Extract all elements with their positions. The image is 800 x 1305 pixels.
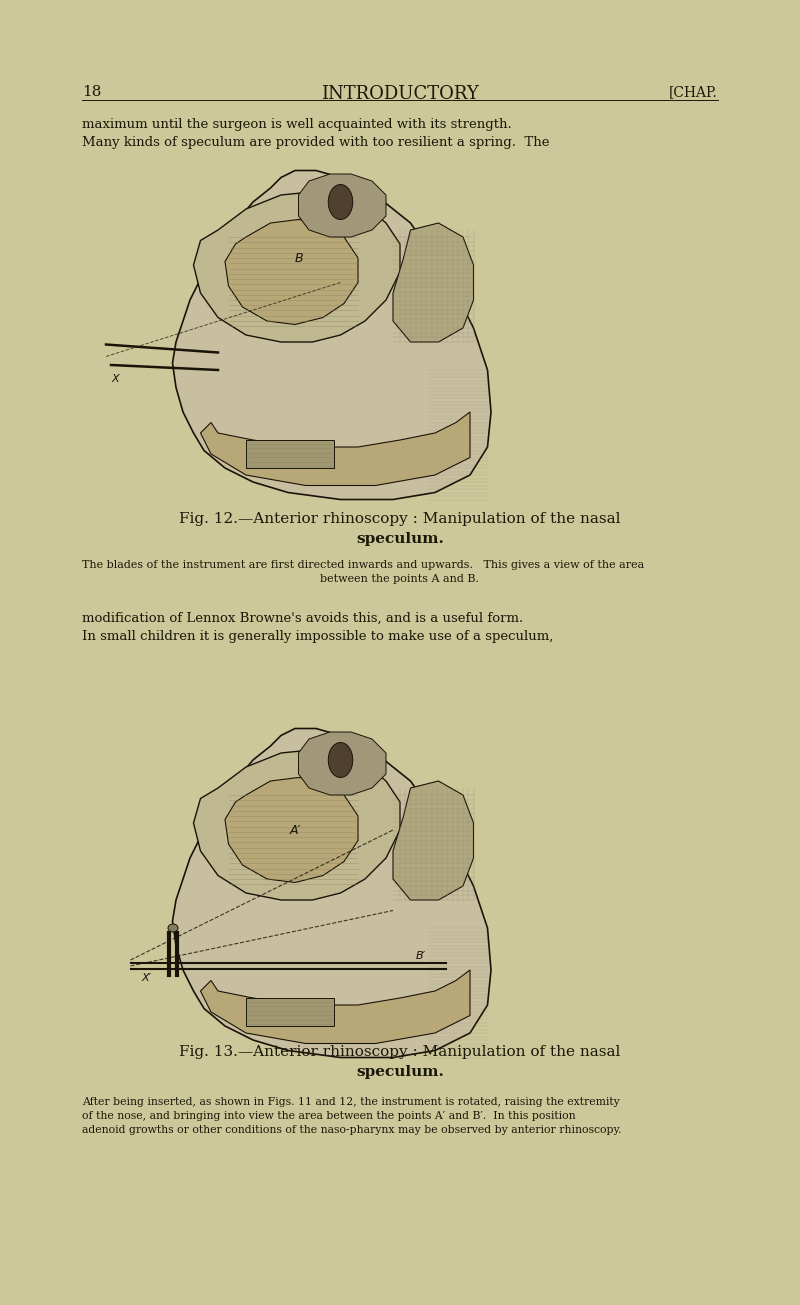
Polygon shape bbox=[298, 732, 386, 795]
Text: INTRODUCTORY: INTRODUCTORY bbox=[321, 85, 479, 103]
Polygon shape bbox=[393, 223, 474, 342]
Text: B′: B′ bbox=[416, 951, 426, 960]
Text: In small children it is generally impossible to make use of a speculum,: In small children it is generally imposs… bbox=[82, 630, 554, 643]
Text: maximum until the surgeon is well acquainted with its strength.: maximum until the surgeon is well acquai… bbox=[82, 117, 512, 130]
Polygon shape bbox=[194, 192, 400, 342]
Bar bbox=[246, 440, 334, 468]
Text: After being inserted, as shown in Figs. 11 and 12, the instrument is rotated, ra: After being inserted, as shown in Figs. … bbox=[82, 1098, 620, 1107]
Polygon shape bbox=[201, 970, 470, 1044]
Text: The blades of the instrument are first directed inwards and upwards.   This give: The blades of the instrument are first d… bbox=[82, 560, 645, 570]
Text: Many kinds of speculum are provided with too resilient a spring.  The: Many kinds of speculum are provided with… bbox=[82, 136, 550, 149]
Polygon shape bbox=[225, 219, 358, 325]
Ellipse shape bbox=[328, 184, 353, 219]
Ellipse shape bbox=[328, 743, 353, 778]
Polygon shape bbox=[194, 749, 400, 900]
Polygon shape bbox=[173, 171, 491, 500]
Text: between the points A and B.: between the points A and B. bbox=[321, 574, 479, 585]
Text: X′: X′ bbox=[141, 974, 151, 983]
Text: [CHAP.: [CHAP. bbox=[669, 85, 718, 99]
Text: speculum.: speculum. bbox=[356, 1065, 444, 1079]
Polygon shape bbox=[225, 778, 358, 882]
Text: B: B bbox=[294, 252, 303, 265]
Polygon shape bbox=[201, 412, 470, 485]
Text: Fig. 13.—Anterior rhinoscopy : Manipulation of the nasal: Fig. 13.—Anterior rhinoscopy : Manipulat… bbox=[179, 1045, 621, 1058]
Text: Fig. 12.—Anterior rhinoscopy : Manipulation of the nasal: Fig. 12.—Anterior rhinoscopy : Manipulat… bbox=[179, 512, 621, 526]
Text: of the nose, and bringing into view the area between the points A′ and B′.  In t: of the nose, and bringing into view the … bbox=[82, 1111, 576, 1121]
Polygon shape bbox=[393, 780, 474, 900]
Text: speculum.: speculum. bbox=[356, 532, 444, 545]
Polygon shape bbox=[173, 728, 491, 1057]
Text: A′: A′ bbox=[290, 823, 301, 837]
Polygon shape bbox=[298, 174, 386, 238]
Ellipse shape bbox=[168, 924, 178, 932]
Text: X: X bbox=[111, 375, 118, 384]
Bar bbox=[246, 998, 334, 1026]
Text: 18: 18 bbox=[82, 85, 102, 99]
Text: modification of Lennox Browne's avoids this, and is a useful form.: modification of Lennox Browne's avoids t… bbox=[82, 612, 524, 625]
Text: adenoid growths or other conditions of the naso-pharynx may be observed by anter: adenoid growths or other conditions of t… bbox=[82, 1125, 622, 1135]
